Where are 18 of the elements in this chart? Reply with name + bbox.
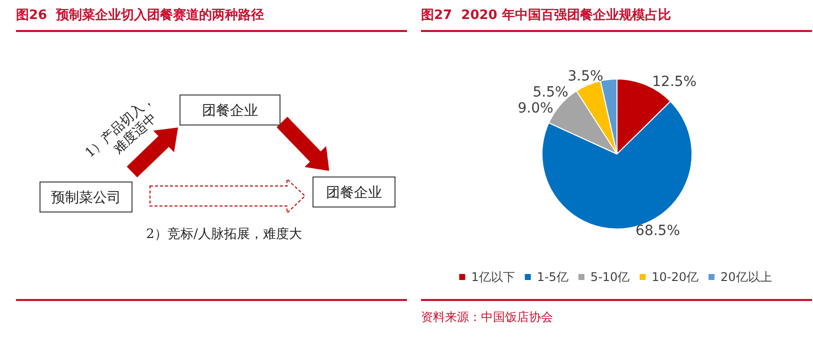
data-label: 3.5% (568, 68, 604, 84)
data-label: 5.5% (532, 84, 568, 100)
data-label: 9.0% (518, 100, 554, 116)
chart-title: 图27 2020 年中国百强团餐企业规模占比 (421, 7, 671, 24)
text: 资料来源：中国饭店协会 (421, 309, 553, 326)
legend-label: 20亿以上 (720, 270, 772, 284)
legend-label: 1亿以下 (471, 270, 515, 284)
legend-label: 10-20亿 (652, 270, 699, 284)
text: 预制菜公司 (51, 190, 121, 206)
text: 图26 预制菜企业切入团餐赛道的两种路径 (16, 6, 264, 24)
data-label: 68.5% (636, 222, 680, 239)
legend-label: 5-10亿 (590, 270, 630, 284)
text: 1）产品切入， 难度适中 (82, 92, 160, 161)
text: 团餐企业 (326, 185, 382, 201)
data-label: 12.5% (652, 74, 697, 90)
legend-label: 1-5亿 (536, 270, 568, 284)
text: 2）竞标/人脉拓展，难度大 (146, 226, 302, 242)
text: 团餐企业 (202, 103, 258, 119)
